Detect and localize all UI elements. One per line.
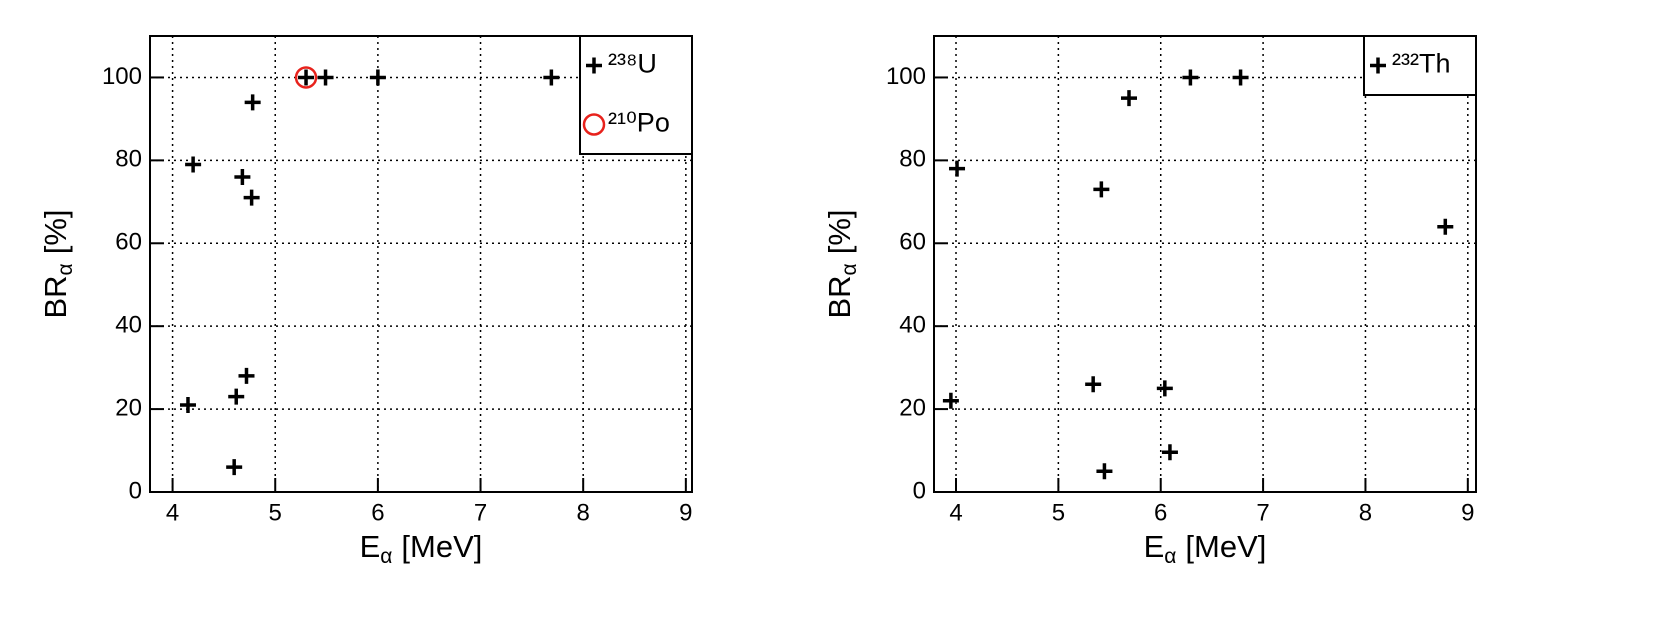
x-axis-label-text: E: [360, 529, 381, 564]
point: [1085, 376, 1102, 393]
point: [1096, 463, 1113, 480]
point: [317, 69, 334, 86]
x-axis-label-unit: [MeV]: [1185, 529, 1266, 564]
x-tick-label: 8: [577, 499, 590, 526]
point: [1121, 90, 1137, 107]
y-tick-label: 20: [115, 394, 142, 421]
legend-marker: [1370, 57, 1386, 74]
y-tick-label: 60: [115, 229, 142, 256]
x-tick-label: 8: [1359, 499, 1372, 526]
y-axis-label-text: BR: [38, 275, 73, 318]
x-tick-label: 7: [1256, 499, 1269, 526]
y-axis-label-text: BR: [822, 275, 857, 318]
y-axis-label-sub: α: [838, 263, 861, 275]
point: [543, 69, 560, 86]
x-tick-label: 4: [949, 499, 962, 526]
y-tick-label: 40: [899, 312, 926, 339]
plot-frame: [149, 35, 693, 493]
legend: ²³²Th: [1363, 35, 1477, 96]
x-tick-label: 9: [679, 499, 692, 526]
point: [1182, 69, 1199, 86]
point: [369, 69, 386, 86]
plot-frame: [933, 35, 1477, 493]
x-axis-label: Eα [MeV]: [360, 529, 483, 567]
y-tick-label: 60: [899, 229, 926, 256]
point: [294, 66, 318, 89]
legend-label: ²¹⁰Po: [608, 108, 670, 138]
x-tick-label: 6: [371, 499, 384, 526]
legend: ²³⁸U ²¹⁰Po: [579, 35, 693, 155]
legend-marker: [586, 57, 602, 74]
x-tick-label: 9: [1461, 499, 1474, 526]
x-axis-label-sub: α: [380, 545, 392, 568]
point: [234, 168, 251, 185]
y-axis-label: BRα [%]: [822, 209, 860, 318]
y-tick-label: 0: [129, 477, 142, 504]
point: [1437, 218, 1454, 235]
point: [179, 396, 196, 413]
y-tick-label: 20: [899, 394, 926, 421]
point: [949, 160, 966, 177]
x-axis-label: Eα [MeV]: [1144, 529, 1267, 567]
x-tick-label: 5: [1052, 499, 1065, 526]
y-axis-label-sub: α: [54, 263, 77, 275]
y-tick-label: 40: [115, 312, 142, 339]
point: [298, 69, 315, 86]
y-axis-label-unit: [%]: [822, 209, 857, 254]
x-axis-label-sub: α: [1164, 545, 1176, 568]
x-tick-label: 4: [166, 499, 179, 526]
point: [942, 392, 959, 409]
point: [1232, 69, 1249, 86]
point: [228, 388, 245, 405]
y-tick-label: 80: [115, 146, 142, 173]
point: [226, 459, 243, 476]
x-tick-label: 6: [1154, 499, 1167, 526]
point: [1161, 444, 1178, 461]
y-tick-label: 100: [886, 63, 926, 90]
x-axis-label-unit: [MeV]: [401, 529, 482, 564]
point: [243, 189, 260, 206]
point: [244, 94, 261, 111]
y-axis-label-unit: [%]: [38, 209, 73, 254]
x-axis-label-text: E: [1144, 529, 1165, 564]
legend-label: ²³⁸U: [608, 49, 657, 79]
y-tick-label: 0: [913, 477, 926, 504]
legend-label: ²³²Th: [1392, 49, 1450, 79]
point: [1156, 380, 1173, 397]
point: [1093, 181, 1110, 198]
x-tick-label: 5: [269, 499, 282, 526]
legend-marker: [582, 113, 606, 136]
y-tick-label: 80: [899, 146, 926, 173]
y-tick-label: 100: [102, 63, 142, 90]
point: [185, 156, 202, 173]
x-tick-label: 7: [474, 499, 487, 526]
y-axis-label: BRα [%]: [38, 209, 76, 318]
point: [238, 367, 255, 384]
